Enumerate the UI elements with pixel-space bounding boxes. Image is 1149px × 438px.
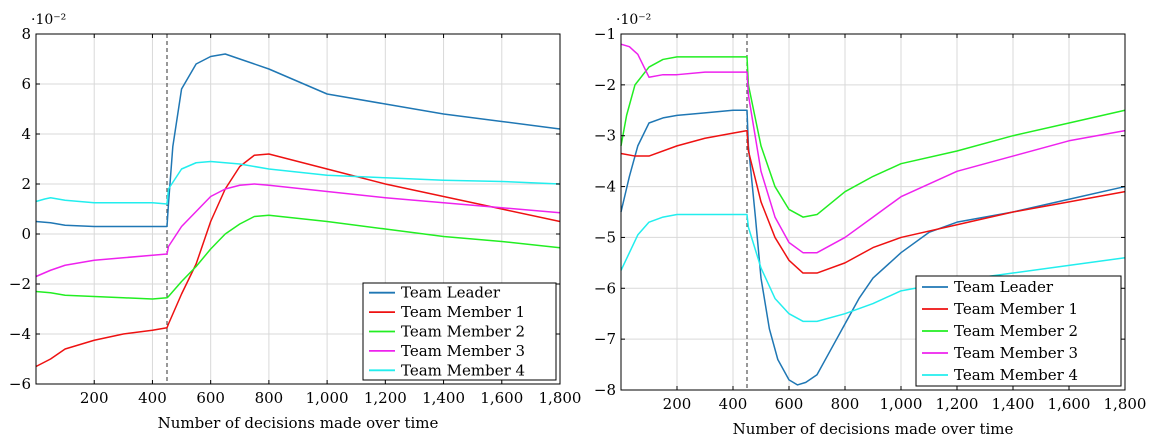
- y-tick-label: 8: [21, 25, 31, 43]
- x-tick-label: 1,000: [880, 395, 923, 413]
- legend-label: Team Leader: [401, 284, 501, 302]
- x-tick-label: 1,600: [480, 389, 523, 407]
- series-line-5: [35, 160, 561, 205]
- x-axis-label: Number of decisions made over time: [158, 414, 439, 432]
- x-tick-label: 400: [138, 389, 167, 407]
- y-tick-label: −6: [9, 375, 31, 393]
- x-tick-label: 1,000: [306, 389, 349, 407]
- series-line-2: [35, 153, 561, 368]
- y-tick-label: −4: [594, 178, 616, 196]
- series-line-4: [620, 43, 1126, 254]
- series-line-2: [620, 129, 1126, 274]
- legend: Team Leader Team Member 1 Team Member 2 Tea…: [915, 275, 1122, 387]
- y-tick-label: 6: [21, 75, 31, 93]
- x-tick-label: 600: [775, 395, 804, 413]
- y-tick-label: −1: [594, 25, 616, 43]
- y-tick-label: −4: [9, 325, 31, 343]
- legend-label: Team Member 2: [401, 323, 525, 341]
- legend-box: [915, 275, 1122, 387]
- series-line-3: [35, 214, 561, 300]
- x-tick-label: 400: [719, 395, 748, 413]
- plot-frame: [620, 33, 1126, 391]
- series-line-1: [35, 53, 561, 228]
- series-group: [35, 53, 561, 368]
- x-tick-label: 1,400: [422, 389, 465, 407]
- x-tick-label: 1,400: [992, 395, 1035, 413]
- series-line-1: [620, 109, 1126, 386]
- chart-2: 200 400 600 800 1,000 1,200 1,400 1,600 1,800 −8 −…: [594, 12, 1147, 438]
- legend-box: [362, 282, 557, 381]
- legend-label: Team Member 1: [954, 300, 1078, 318]
- legend-label: Team Member 4: [401, 361, 525, 379]
- x-tick-label: 200: [80, 389, 109, 407]
- legend-label: Team Member 2: [954, 322, 1078, 340]
- x-tick-label: 1,200: [364, 389, 407, 407]
- y-tick-label: −7: [594, 330, 616, 348]
- y-tick-label: 0: [21, 225, 31, 243]
- plot-frame: [35, 33, 561, 385]
- chart-1: 200 400 600 800 1,000 1,200 1,400 1,600 1,800 −6 −…: [9, 12, 582, 432]
- y-tick-label: −3: [594, 127, 616, 145]
- x-tick-label: 1,600: [1048, 395, 1091, 413]
- ticks: 200 400 600 800 1,000 1,200 1,400 1,600 1,800 −8 −…: [594, 25, 1147, 413]
- series-line-4: [35, 183, 561, 278]
- y-tick-label: 2: [21, 175, 31, 193]
- ticks: 200 400 600 800 1,000 1,200 1,400 1,600 1,800 −6 −…: [9, 25, 582, 407]
- y-tick-label: −6: [594, 279, 616, 297]
- y-tick-label: −2: [594, 76, 616, 94]
- series-line-3: [620, 56, 1126, 218]
- x-axis-label: Number of decisions made over time: [733, 420, 1014, 438]
- x-tick-label: 800: [255, 389, 284, 407]
- legend-label: Team Member 3: [954, 344, 1078, 362]
- y-tick-label: −2: [9, 275, 31, 293]
- y-tick-label: −5: [594, 228, 616, 246]
- legend-label: Team Member 4: [954, 366, 1078, 384]
- y-exponent-label: ·10⁻²: [616, 12, 651, 28]
- legend-label: Team Leader: [954, 278, 1054, 296]
- x-tick-label: 200: [663, 395, 692, 413]
- x-tick-label: 1,800: [1104, 395, 1147, 413]
- y-exponent-label: ·10⁻²: [31, 12, 66, 28]
- y-tick-label: −8: [594, 381, 616, 399]
- x-tick-label: 1,800: [539, 389, 582, 407]
- y-tick-label: 4: [21, 125, 31, 143]
- legend-label: Team Member 3: [401, 342, 525, 360]
- x-tick-label: 1,200: [936, 395, 979, 413]
- x-tick-label: 800: [831, 395, 860, 413]
- legend-label: Team Member 1: [401, 303, 525, 321]
- x-tick-label: 600: [196, 389, 225, 407]
